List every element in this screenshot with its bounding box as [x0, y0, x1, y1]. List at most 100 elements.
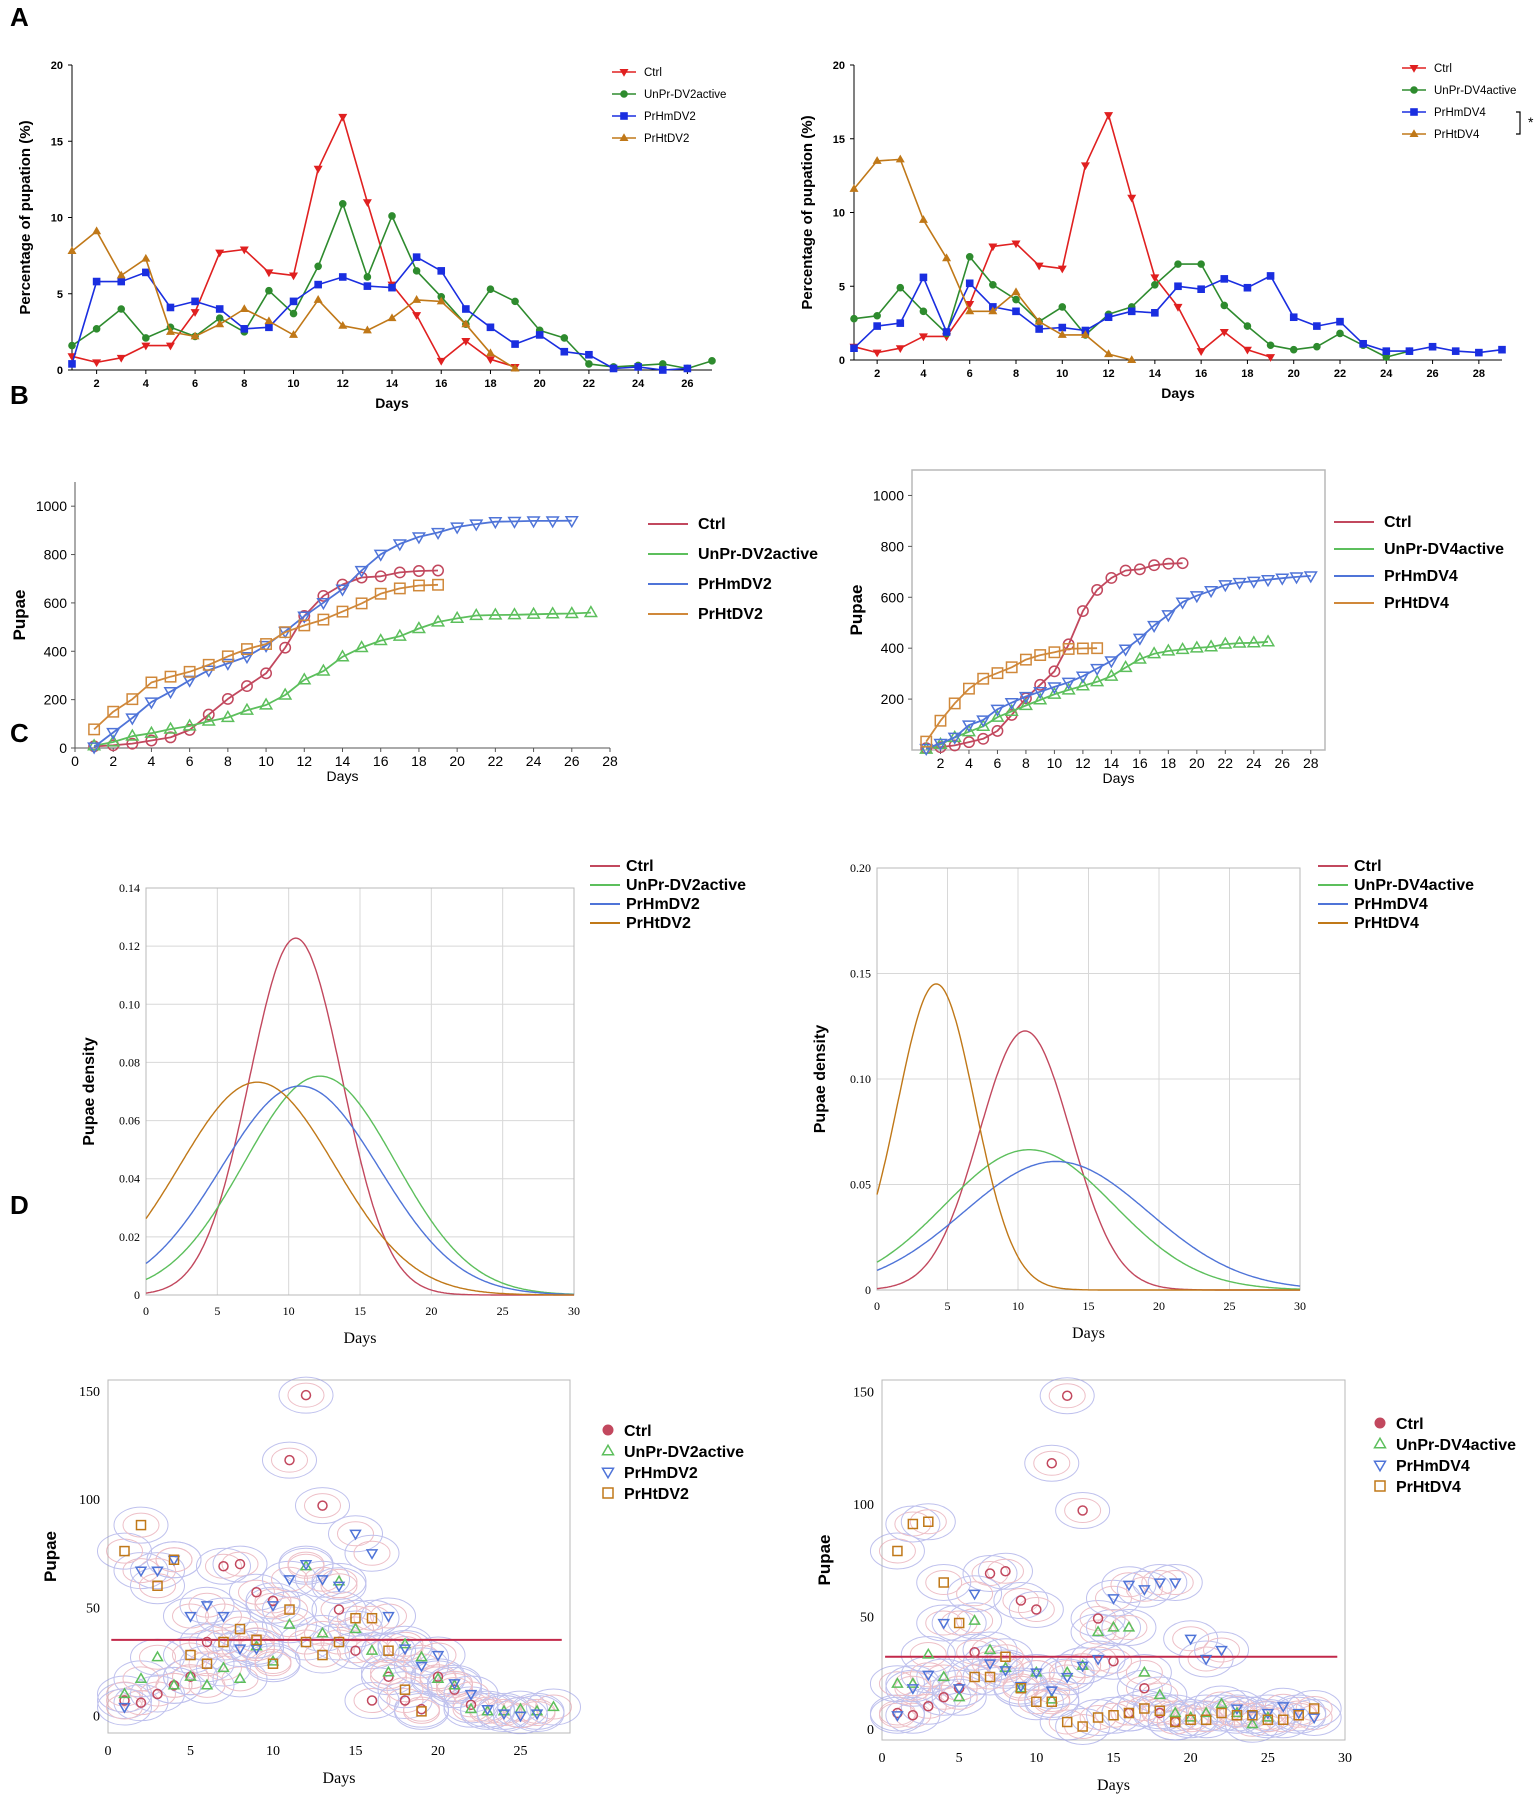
data-point [338, 199, 347, 208]
data-point [583, 605, 598, 618]
contour-ring [878, 1702, 916, 1728]
contour-ring [916, 1564, 972, 1601]
data-point [961, 720, 976, 733]
y-tick-label: 200 [44, 692, 68, 708]
data-point [1030, 1665, 1043, 1677]
data-point [1428, 342, 1437, 351]
data-point [152, 1688, 163, 1700]
data-point [1189, 591, 1204, 604]
y-tick-label: 0 [134, 1288, 140, 1302]
legend-label: PrHmDV2 [626, 896, 700, 913]
data-point [313, 295, 323, 303]
data-point [1031, 1696, 1042, 1707]
data-point [510, 363, 520, 372]
data-point [125, 728, 140, 741]
data-point [332, 1574, 346, 1586]
y-tick-label: 50 [86, 1601, 100, 1616]
x-tick-label: 18 [1161, 755, 1177, 771]
x-tick-label: 18 [1241, 368, 1253, 380]
data-point [300, 1389, 312, 1401]
y-tick-label: 600 [44, 595, 68, 611]
legend-label: PrHmDV4 [1384, 568, 1458, 585]
contour-ring [1194, 1631, 1250, 1669]
data-point [1018, 697, 1033, 711]
x-tick-label: 15 [354, 1304, 366, 1318]
contour-ring [386, 1677, 424, 1703]
data-point [963, 682, 975, 695]
x-tick-label: 10 [1029, 1751, 1043, 1766]
data-point [1261, 1710, 1275, 1722]
data-point [1045, 1692, 1059, 1704]
data-point [1057, 265, 1067, 274]
data-point [220, 658, 235, 671]
data-point [412, 267, 421, 275]
data-point [462, 305, 470, 313]
legend-label: UnPr-DV4active [1384, 541, 1504, 558]
panel-label-b: B [10, 380, 29, 410]
data-point [1246, 635, 1261, 648]
data-point [316, 1626, 329, 1638]
x-tick-label: 4 [143, 378, 150, 390]
legend-label: Ctrl [644, 67, 662, 79]
density-curve [876, 1160, 1301, 1287]
data-point [411, 532, 426, 545]
contour-ring [205, 1603, 242, 1629]
x-tick-label: 12 [1102, 368, 1114, 380]
contour-ring [122, 1558, 160, 1584]
data-point [118, 1687, 131, 1699]
legend-marker [619, 133, 629, 141]
data-point [1266, 272, 1275, 280]
data-point [126, 737, 139, 750]
data-point [215, 249, 225, 258]
data-point [183, 665, 196, 678]
contour-ring [377, 1630, 433, 1668]
data-point [333, 1636, 345, 1648]
data-point [1105, 571, 1118, 584]
data-point [850, 314, 858, 323]
data-point [265, 323, 273, 332]
legend-label: PrHtDV2 [626, 915, 691, 932]
data-point [387, 313, 397, 322]
data-point [119, 1545, 130, 1557]
data-point [92, 277, 101, 286]
contour-ring [1017, 1597, 1055, 1622]
y-tick-label: 400 [44, 643, 68, 659]
legend-label: Ctrl [1384, 514, 1412, 531]
legend-label: Ctrl [1354, 858, 1382, 875]
panel-label-d: D [10, 1190, 29, 1220]
density-curve [145, 1081, 574, 1296]
data-point [988, 306, 998, 315]
contour-ring [436, 1670, 473, 1696]
contour-ring [956, 1581, 994, 1607]
density-curve [876, 983, 1300, 1291]
x-tick-label: 0 [71, 753, 79, 769]
data-point [948, 739, 961, 752]
data-point [185, 1649, 196, 1661]
data-point [1174, 260, 1182, 268]
data-point [1219, 329, 1229, 337]
contour-ring [320, 1573, 358, 1599]
data-point [1162, 557, 1175, 570]
data-point [1047, 682, 1062, 695]
data-point [896, 319, 905, 327]
data-point [485, 348, 495, 357]
contour-ring [262, 1606, 317, 1644]
contour-ring [1064, 1498, 1102, 1523]
y-tick-label: 200 [881, 691, 905, 707]
data-point [392, 539, 407, 552]
contour-ring [271, 1447, 308, 1473]
data-point [1261, 575, 1276, 588]
data-point [349, 1622, 362, 1634]
data-point [1076, 1661, 1089, 1673]
contour-ring [1101, 1566, 1157, 1604]
data-point [336, 605, 349, 618]
legend-label: UnPr-DV4active [1354, 877, 1474, 894]
data-point [1011, 240, 1021, 249]
data-point [135, 1519, 147, 1531]
data-point [1218, 636, 1233, 649]
x-tick-label: 0 [143, 1304, 149, 1318]
data-point [1119, 564, 1132, 577]
chart-c-left: 0 0.02 0.04 0.06 0.08 0.10 0.12 0.14 0 5 10 15 20 25 3… [81, 858, 746, 1347]
contour-ring [1203, 1637, 1241, 1663]
data-point [1266, 341, 1275, 350]
